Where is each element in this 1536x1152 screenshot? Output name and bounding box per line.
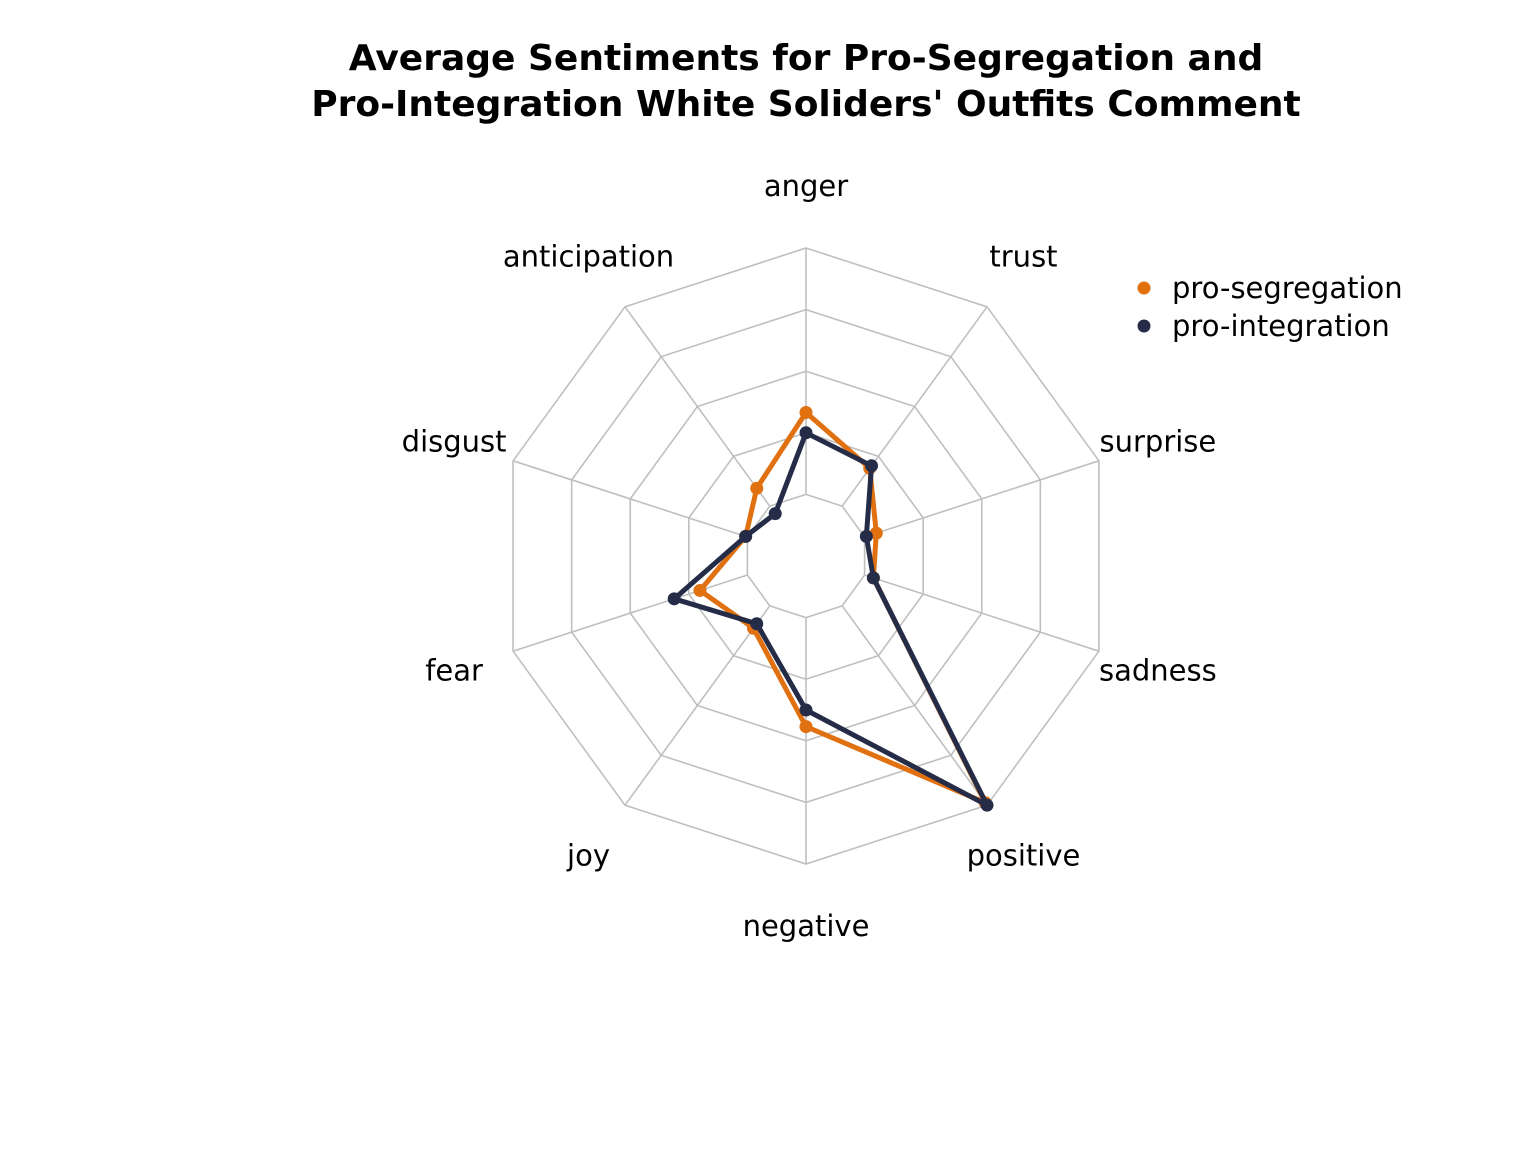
chart-title-line-1: Average Sentiments for Pro-Segregation a… <box>349 38 1263 79</box>
legend-label-pro-integration: pro-integration <box>1172 309 1390 343</box>
series-point-pro-integration-disgust <box>739 529 753 543</box>
radar-grid <box>512 247 1100 865</box>
series-line-pro-integration <box>671 430 990 808</box>
series-point-pro-segregation-fear <box>693 583 707 597</box>
axis-label-fear: fear <box>425 653 483 687</box>
axis-label-anger: anger <box>764 169 848 203</box>
grid-spoke-anticipation <box>624 306 771 507</box>
series-point-pro-segregation-anticipation <box>750 481 764 495</box>
grid-spoke-sadness <box>864 574 1100 652</box>
axis-label-disgust: disgust <box>402 425 507 459</box>
legend-label-pro-segregation: pro-segregation <box>1172 271 1403 305</box>
grid-spoke-joy <box>624 605 771 806</box>
axis-label-sadness: sadness <box>1099 653 1217 687</box>
series-point-pro-integration-positive <box>980 798 994 812</box>
series-point-pro-integration-anticipation <box>768 507 782 521</box>
series-point-pro-integration-anger <box>799 426 813 440</box>
axis-label-trust: trust <box>989 240 1057 274</box>
grid-spoke-positive <box>841 605 988 806</box>
axis-label-joy: joy <box>566 838 610 872</box>
legend-marker-pro-segregation <box>1137 281 1151 295</box>
series-pro-integration <box>667 426 994 812</box>
series-point-pro-segregation-surprise <box>869 526 883 540</box>
series-point-pro-integration-surprise <box>859 529 873 543</box>
radar-series <box>667 405 994 812</box>
chart-title: Average Sentiments for Pro-Segregation a… <box>311 38 1301 125</box>
series-point-pro-integration-joy <box>750 617 764 631</box>
legend: pro-segregation pro-integration <box>1137 271 1403 343</box>
series-point-pro-integration-negative <box>799 703 813 717</box>
axis-labels: anger trust surprise sadness positive negativ… <box>402 169 1217 943</box>
axis-label-negative: negative <box>743 909 870 943</box>
grid-ring-1 <box>746 493 866 619</box>
grid-spoke-surprise <box>864 460 1100 538</box>
grid-spoke-disgust <box>512 460 748 538</box>
series-point-pro-segregation-anger <box>799 405 813 419</box>
series-point-pro-segregation-negative <box>799 720 813 734</box>
axis-label-positive: positive <box>967 838 1081 872</box>
legend-marker-pro-integration <box>1137 319 1151 333</box>
grid-spoke-fear <box>512 574 748 652</box>
series-point-pro-integration-trust <box>865 459 879 473</box>
series-point-pro-integration-fear <box>667 592 681 606</box>
chart-title-line-2: Pro-Integration White Soliders' Outfits … <box>311 84 1301 125</box>
series-point-pro-integration-sadness <box>866 571 880 585</box>
axis-label-surprise: surprise <box>1100 425 1217 459</box>
axis-label-anticipation: anticipation <box>503 240 674 274</box>
